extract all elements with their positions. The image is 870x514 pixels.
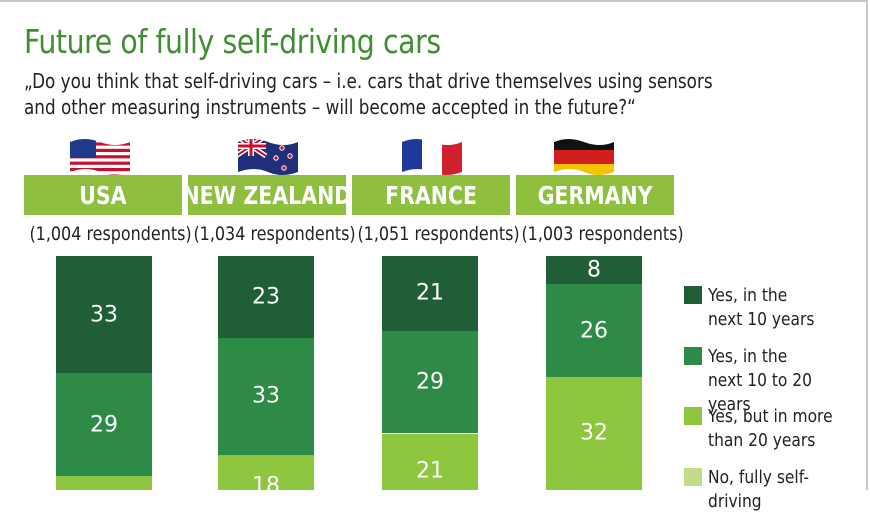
country-header-usa: USA bbox=[24, 175, 182, 215]
legend-label-3b: than 20 years bbox=[708, 430, 816, 451]
bar-segment-new-zealand-1: 23 bbox=[218, 256, 314, 338]
bar-segment-france-3: 21 bbox=[382, 433, 478, 490]
legend-label-2a: Yes, in the bbox=[708, 346, 788, 367]
respondents-france: (1,051 respondents) bbox=[357, 223, 520, 245]
bar-value-label: 8 bbox=[587, 257, 601, 283]
subtitle-line-2: and other measuring instruments – will b… bbox=[24, 95, 636, 119]
legend-swatch-1 bbox=[684, 286, 702, 304]
bar-value-label: 21 bbox=[416, 280, 444, 306]
legend-label-3a: Yes, but in more bbox=[708, 406, 833, 427]
bar-segment-france-1: 21 bbox=[382, 256, 478, 331]
bar-value-label: 29 bbox=[416, 369, 444, 395]
legend-swatch-3 bbox=[684, 407, 702, 425]
legend-label-4a: No, fully self-driving bbox=[708, 467, 809, 512]
france-flag-icon bbox=[402, 139, 462, 175]
country-header-france: FRANCE bbox=[352, 175, 510, 215]
bar-segment-germany-2: 26 bbox=[546, 284, 642, 377]
bar-segment-new-zealand-2: 33 bbox=[218, 337, 314, 455]
respondents-new-zealand: (1,034 respondents) bbox=[193, 223, 356, 245]
chart-frame bbox=[0, 0, 868, 490]
bar-value-label: 23 bbox=[252, 284, 280, 310]
bar-value-label: 21 bbox=[416, 458, 444, 484]
country-header-new-zealand: NEW ZEALAND bbox=[183, 175, 351, 215]
bar-value-label: 18 bbox=[252, 473, 280, 499]
bar-segment-germany-1: 8 bbox=[546, 256, 642, 285]
chart-subtitle: „Do you think that self-driving cars – i… bbox=[24, 68, 713, 120]
subtitle-line-1: „Do you think that self-driving cars – i… bbox=[24, 69, 713, 93]
country-header-germany: GERMANY bbox=[516, 175, 674, 215]
bar-segment-new-zealand-3: 18 bbox=[218, 454, 314, 498]
new-zealand-flag-icon bbox=[238, 139, 298, 175]
bar-segment-usa-2: 29 bbox=[56, 373, 152, 477]
chart-title: Future of fully self-driving cars bbox=[24, 22, 441, 61]
bar-value-label: 29 bbox=[90, 412, 118, 438]
bar-value-label: 32 bbox=[580, 420, 608, 446]
bar-value-label: 33 bbox=[90, 302, 118, 328]
respondents-germany: (1,003 respondents) bbox=[521, 223, 684, 245]
legend-swatch-4 bbox=[684, 468, 702, 486]
bar-segment-germany-3: 32 bbox=[546, 376, 642, 490]
bar-segment-france-2: 29 bbox=[382, 330, 478, 434]
bar-value-label: 26 bbox=[580, 318, 608, 344]
legend-label-1b: next 10 years bbox=[708, 309, 815, 330]
bar-segment-usa-3 bbox=[56, 476, 152, 490]
legend-label-1a: Yes, in the bbox=[708, 285, 788, 306]
us-flag-icon bbox=[70, 139, 130, 175]
respondents-usa: (1,004 respondents) bbox=[29, 223, 192, 245]
bar-segment-usa-1: 33 bbox=[56, 256, 152, 374]
germany-flag-icon bbox=[554, 139, 614, 175]
legend-label-2b: next 10 to 20 years bbox=[708, 370, 812, 415]
bar-value-label: 33 bbox=[252, 383, 280, 409]
legend-swatch-2 bbox=[684, 347, 702, 365]
